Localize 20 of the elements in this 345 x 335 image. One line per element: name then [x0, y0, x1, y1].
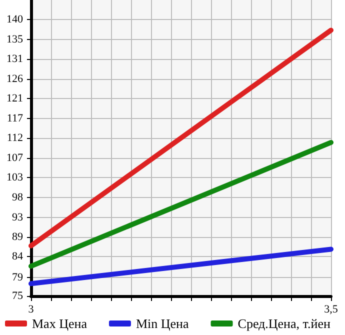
- y-tick-label: 121: [6, 92, 23, 105]
- legend-label: Сред.Цена, т.йен: [238, 316, 330, 331]
- y-tick-label: 98: [12, 191, 24, 204]
- x-tick-label: 3: [28, 304, 34, 316]
- legend-label: Min Цена: [136, 316, 189, 331]
- y-tick-label: 131: [6, 53, 23, 66]
- y-tick-label: 75: [12, 290, 24, 302]
- y-tick-label: 103: [6, 172, 24, 184]
- y-tick-label: 126: [6, 72, 24, 85]
- y-tick-label: 107: [6, 152, 24, 164]
- y-tick-label: 89: [12, 230, 24, 243]
- y-tick-label: 84: [12, 250, 24, 262]
- x-tick-label: 3,5: [324, 304, 338, 316]
- legend-label: Max Цена: [32, 316, 88, 331]
- y-tick-label: 135: [6, 33, 24, 46]
- y-tick-label: 112: [6, 132, 23, 144]
- y-tick-label: 93: [12, 212, 24, 224]
- y-tick-label: 79: [12, 271, 24, 284]
- y-tick-label: 117: [6, 112, 24, 124]
- y-tick-label: 140: [6, 14, 24, 26]
